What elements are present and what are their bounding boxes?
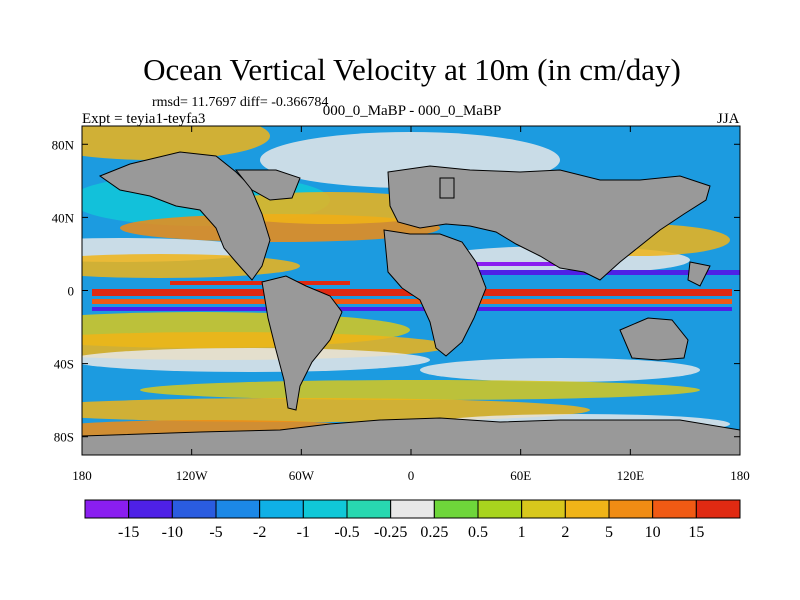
colorbar-swatch [564, 499, 610, 519]
lat-tick-label: 80N [52, 137, 75, 152]
colorbar-swatch [128, 499, 173, 519]
colorbar-swatch [259, 499, 304, 519]
colorbar-swatch [433, 499, 479, 519]
season-label: JJA [717, 111, 740, 127]
colorbar-label: 1 [518, 524, 526, 541]
colorbar-label: 10 [645, 524, 661, 541]
colorbar-label: 2 [561, 524, 569, 541]
lon-tick-label: 180 [730, 468, 750, 483]
colorbar-swatch [608, 499, 654, 519]
colorbar-swatch [171, 499, 217, 519]
colorbar-label: 5 [605, 524, 613, 541]
lon-tick-label: 180 [72, 468, 92, 483]
colorbar-swatch [302, 499, 348, 519]
stats-line: rmsd= 11.7697 diff= -0.366784 [152, 95, 329, 110]
colorbar-swatch [652, 499, 697, 519]
colorbar-label: 15 [688, 524, 704, 541]
colorbar-swatch [695, 499, 741, 519]
colorbar-swatch [84, 499, 130, 519]
colorbar-swatch [521, 499, 566, 519]
lon-tick-label: 0 [408, 468, 415, 483]
lon-tick-label: 120W [176, 468, 209, 483]
map-title: Ocean Vertical Velocity at 10m (in cm/da… [143, 52, 681, 87]
colorbar-swatch [346, 499, 392, 519]
map-field [82, 126, 740, 455]
time-range-label: 000_0_MaBP - 000_0_MaBP [322, 103, 502, 119]
colorbar-swatch [477, 499, 523, 519]
lon-tick-label: 60W [289, 468, 315, 483]
colorbar-label: 0.25 [420, 524, 448, 541]
colorbar-label: -0.25 [374, 524, 407, 541]
lon-tick-label: 60E [510, 468, 531, 483]
lat-tick-label: 80S [54, 430, 74, 445]
lat-tick-label: 40N [52, 210, 75, 225]
lon-tick-label: 120E [617, 468, 645, 483]
colorbar-swatch [390, 499, 435, 519]
colorbar-label: -15 [118, 524, 139, 541]
colorbar-label: -2 [253, 524, 266, 541]
experiment-label: Expt = teyia1-teyfa3 [82, 111, 206, 127]
colorbar-swatch [215, 499, 261, 519]
colorbar-label: -0.5 [334, 524, 359, 541]
lat-tick-label: 40S [54, 357, 74, 372]
lat-tick-label: 0 [68, 284, 75, 299]
colorbar-label: -1 [297, 524, 310, 541]
colorbar-label: -5 [209, 524, 222, 541]
colorbar-label: -10 [162, 524, 183, 541]
colorbar-label: 0.5 [468, 524, 488, 541]
